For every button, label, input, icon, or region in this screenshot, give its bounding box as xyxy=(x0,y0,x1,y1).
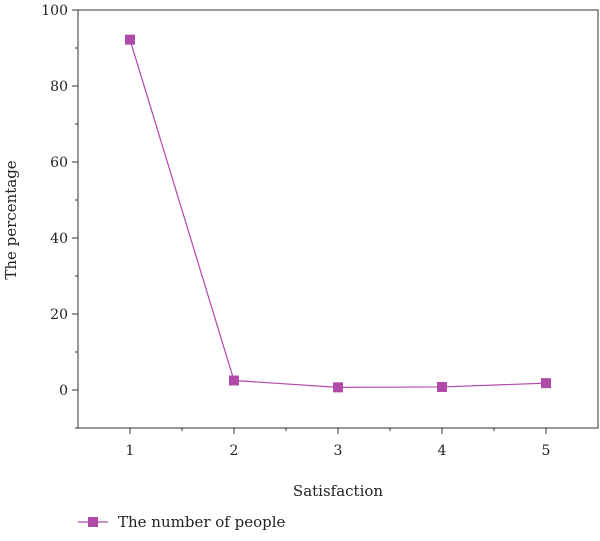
series-group xyxy=(125,34,551,393)
y-axis-label: The percentage xyxy=(2,160,20,279)
plot-frame xyxy=(77,9,599,429)
axes xyxy=(77,9,599,429)
x-axis-label: Satisfaction xyxy=(293,482,383,500)
legend-marker xyxy=(88,517,98,527)
legend-label: The number of people xyxy=(118,513,286,531)
tick-labels: 0 20 40 60 80 100 1 2 3 4 5 xyxy=(41,3,550,459)
y-tick-label: 60 xyxy=(50,155,68,171)
legend: The number of people xyxy=(78,513,286,531)
data-point xyxy=(541,378,551,389)
y-tick-label: 100 xyxy=(41,3,68,19)
y-tick-label: 20 xyxy=(50,307,68,323)
tick-marks xyxy=(72,9,547,434)
y-tick-label: 80 xyxy=(50,79,68,95)
series-line xyxy=(129,39,547,388)
x-tick-label: 4 xyxy=(438,443,447,459)
data-point xyxy=(229,375,239,386)
x-tick-label: 3 xyxy=(334,443,343,459)
data-point xyxy=(333,382,343,393)
x-tick-label: 1 xyxy=(126,443,135,459)
x-tick-label: 5 xyxy=(542,443,551,459)
y-tick-label: 0 xyxy=(59,383,68,399)
y-tick-label: 40 xyxy=(50,231,68,247)
data-point xyxy=(437,381,447,392)
data-point xyxy=(125,34,135,45)
x-tick-label: 2 xyxy=(230,443,239,459)
